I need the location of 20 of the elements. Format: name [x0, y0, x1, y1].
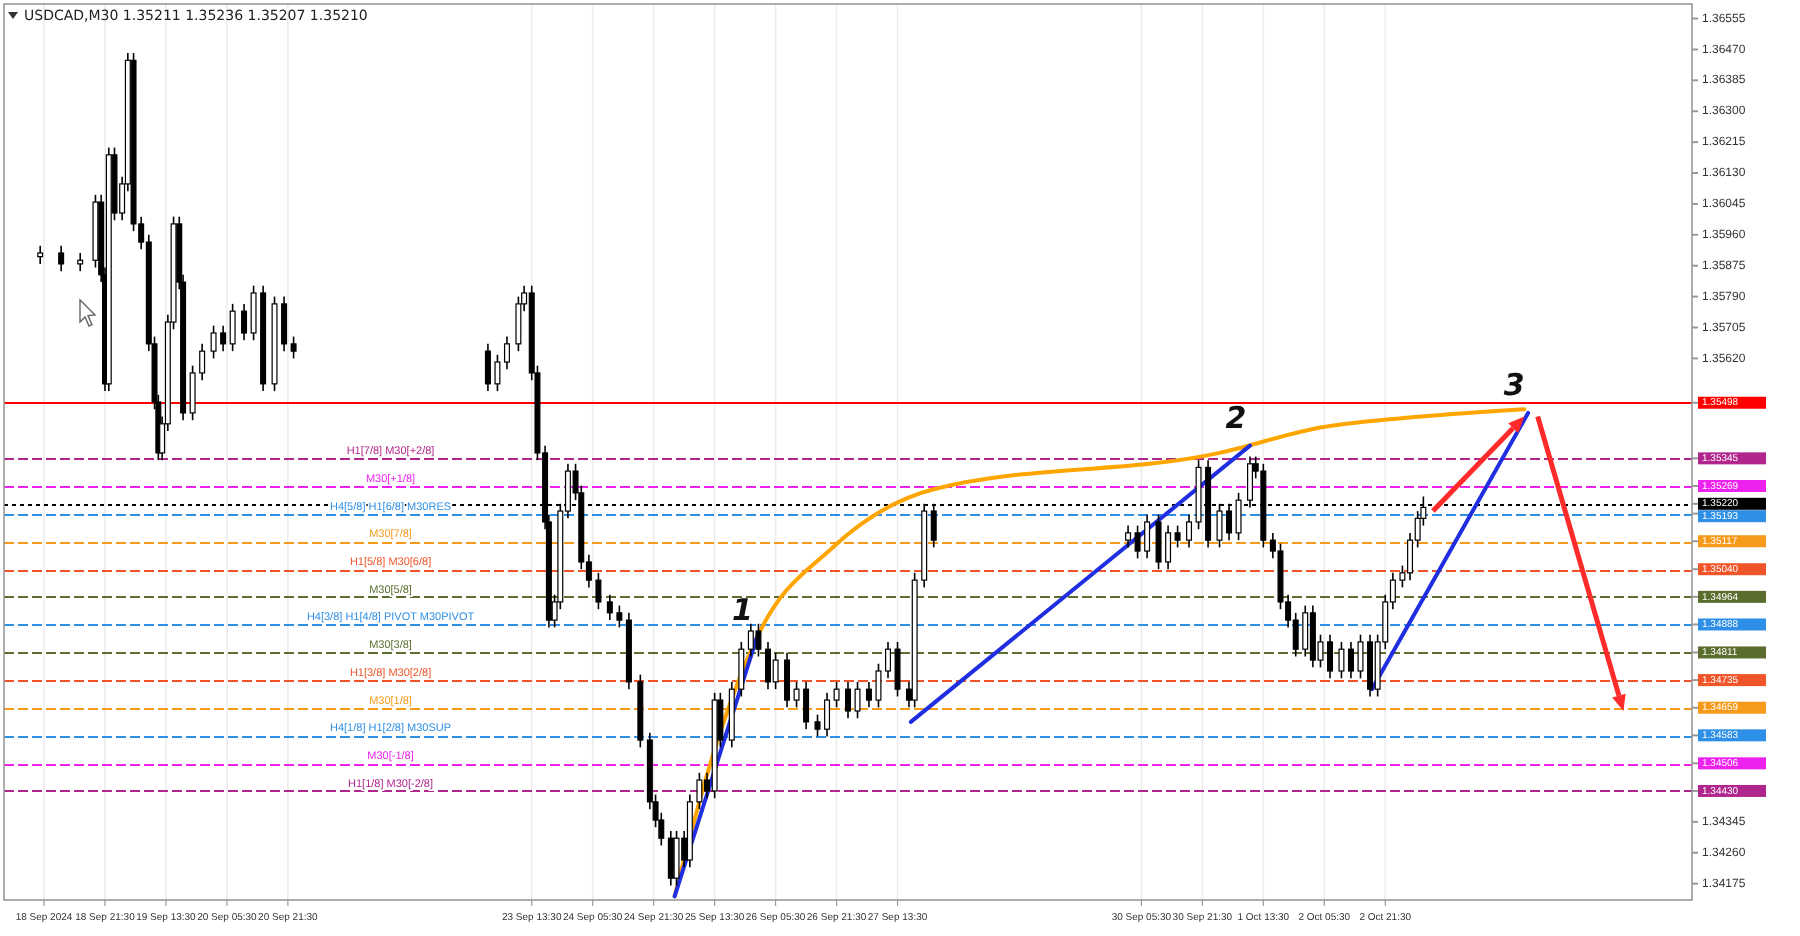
candlestick: [833, 681, 840, 709]
annotation: 2: [1225, 399, 1247, 436]
candlestick: [1174, 524, 1181, 549]
candlestick: [290, 335, 297, 360]
candlestick: [747, 622, 754, 658]
candlestick: [772, 652, 779, 690]
candlestick: [1309, 604, 1316, 669]
candlestick: [37, 244, 44, 265]
candlestick: [77, 252, 84, 272]
candlestick: [58, 244, 65, 272]
candlestick: [229, 303, 236, 352]
candlestick: [1186, 513, 1193, 549]
candlestick: [1125, 524, 1132, 549]
annotation: 3: [1503, 366, 1525, 403]
candlestick: [241, 303, 248, 342]
candlestick: [503, 335, 510, 371]
annotation: 1: [732, 592, 753, 629]
candlestick: [784, 652, 791, 709]
candlestick: [1338, 641, 1345, 680]
candlestick: [673, 830, 680, 887]
